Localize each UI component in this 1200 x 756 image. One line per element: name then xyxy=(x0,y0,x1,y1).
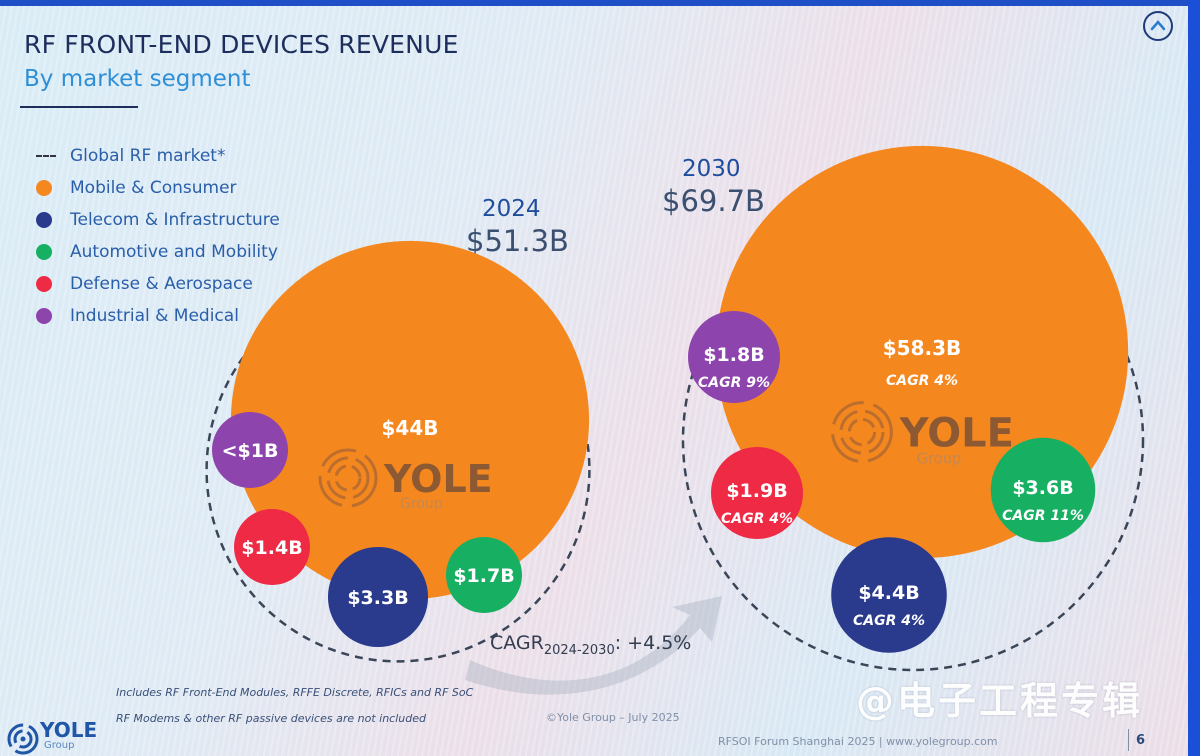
bubble-mobile-consumer xyxy=(230,240,590,600)
cagr-period: 2024-2030 xyxy=(543,642,615,658)
logo-subtext: Group xyxy=(44,740,75,751)
legend-item-defense: Defense & Aerospace xyxy=(36,268,280,300)
top-band xyxy=(0,0,1200,6)
bubble-telecom-infrastructure xyxy=(831,537,947,653)
overall-cagr: CAGR2024-2030: +4.5% xyxy=(490,632,691,658)
legend-label: Mobile & Consumer xyxy=(70,178,237,198)
bubble-automotive-and-mobility xyxy=(446,537,522,613)
cagr-value: : +4.5% xyxy=(614,632,692,654)
year-label-2024: 2024 xyxy=(482,196,541,222)
legend-label: Industrial & Medical xyxy=(70,306,239,326)
watermark-ring-icon xyxy=(334,464,362,492)
bubble-watermark-sub: Group xyxy=(400,496,443,512)
bubble-cagr-label: CAGR 4% xyxy=(853,613,925,629)
bubble-defense-aerospace xyxy=(234,509,310,585)
bubble-value-label: <$1B xyxy=(222,440,279,462)
watermark-ring-icon xyxy=(847,417,877,447)
bubble-watermark-logo: YOLE xyxy=(383,457,493,501)
page-number: 6 xyxy=(1136,733,1146,748)
screen-bezel xyxy=(1188,0,1200,756)
legend-label: Automotive and Mobility xyxy=(70,242,278,262)
cagr-label: CAGR xyxy=(490,632,544,654)
legend-item-mobile: Mobile & Consumer xyxy=(36,172,280,204)
year-label-2030: 2030 xyxy=(682,156,741,182)
footnote-1: Includes RF Front-End Modules, RFFE Disc… xyxy=(116,686,474,699)
bubble-watermark-logo: YOLE xyxy=(899,411,1014,457)
bubble-cagr-label: CAGR 9% xyxy=(698,375,770,391)
bubble-watermark-sub: Group xyxy=(917,451,962,468)
watermark-ring-icon xyxy=(839,409,885,455)
logo-text: YOLE xyxy=(40,718,98,742)
bubble-cagr-label: CAGR 4% xyxy=(721,511,793,527)
footer-divider xyxy=(1128,729,1129,751)
bubble-value-label: $3.3B xyxy=(347,587,408,609)
bubble-automotive-and-mobility xyxy=(990,437,1096,543)
legend-swatch-icon xyxy=(36,276,52,292)
watermark: @电子工程专辑 xyxy=(856,679,1144,723)
page-subtitle: By market segment xyxy=(24,66,251,92)
legend-item-industrial: Industrial & Medical xyxy=(36,300,280,332)
legend-swatch-icon xyxy=(36,180,52,196)
bubble-telecom-infrastructure xyxy=(327,546,429,648)
bubble-value-label: $1.7B xyxy=(453,565,514,587)
legend-item-global-market: Global RF market* xyxy=(36,140,280,172)
bubble-value-label: $44B xyxy=(382,416,439,440)
page-title: RF FRONT-END DEVICES REVENUE xyxy=(24,30,459,59)
total-label-2030: $69.7B xyxy=(662,184,765,218)
growth-arrow xyxy=(465,596,722,695)
watermark-ring-icon xyxy=(831,401,893,463)
total-label-2024: $51.3B xyxy=(466,224,569,258)
bubble-defense-aerospace xyxy=(711,447,803,539)
watermark-ring-icon xyxy=(326,456,370,500)
legend-swatch-icon xyxy=(36,244,52,260)
scroll-up-button[interactable] xyxy=(1143,11,1173,41)
bubble-industrial-medical xyxy=(212,412,288,488)
bubble-cagr-label: CAGR 11% xyxy=(1002,508,1084,524)
bubble-value-label: $1.8B xyxy=(703,344,764,366)
watermark-ring-icon xyxy=(318,448,378,508)
legend-swatch-icon xyxy=(36,308,52,324)
legend-label: Global RF market* xyxy=(70,146,226,166)
legend-item-automotive: Automotive and Mobility xyxy=(36,236,280,268)
title-underline xyxy=(20,106,138,108)
chevron-up-icon xyxy=(1150,20,1166,31)
footnote-2: RF Modems & other RF passive devices are… xyxy=(116,712,426,725)
legend: Global RF market* Mobile & Consumer Tele… xyxy=(36,140,280,332)
bubble-value-label: $4.4B xyxy=(858,582,919,604)
dashed-line-icon xyxy=(36,155,56,157)
bubble-value-label: $58.3B xyxy=(883,336,962,360)
legend-item-telecom: Telecom & Infrastructure xyxy=(36,204,280,236)
yole-logo-icon xyxy=(7,723,39,755)
bubble-cagr-label: CAGR 4% xyxy=(886,373,958,389)
legend-label: Defense & Aerospace xyxy=(70,274,253,294)
footer-info: RFSOI Forum Shanghai 2025 | www.yolegrou… xyxy=(718,735,998,748)
legend-swatch-icon xyxy=(36,212,52,228)
bubble-value-label: $1.9B xyxy=(726,480,787,502)
copyright: ©Yole Group – July 2025 xyxy=(546,711,680,724)
legend-label: Telecom & Infrastructure xyxy=(70,210,280,230)
bubble-industrial-medical xyxy=(688,311,780,403)
bubble-value-label: $3.6B xyxy=(1012,477,1073,499)
bubble-value-label: $1.4B xyxy=(241,537,302,559)
